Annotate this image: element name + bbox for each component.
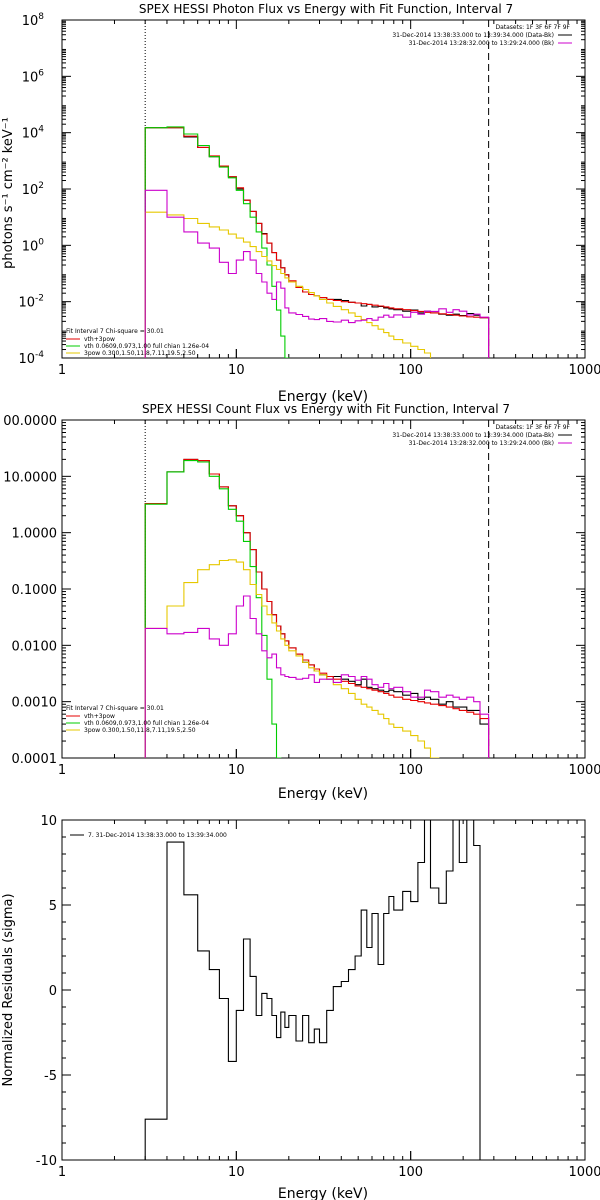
y-tick-label: 5 (49, 899, 57, 914)
x-tick-label: 1000 (568, 1165, 600, 1180)
fit-legend: Fit Interval 7 Chi-square = 30.01 vth+3p… (66, 705, 209, 734)
x-tick-label: 1000 (568, 763, 600, 778)
y-tick-label: 0.0010 (12, 696, 58, 711)
x-tick-label: 100 (398, 763, 423, 778)
residual-legend: 7. 31-Dec-2014 13:38:33.000 to 13:39:34.… (70, 832, 227, 839)
series-line (144, 458, 490, 758)
fit-line-3: 3pow 0.300,1.50,11.8,7.11,19.5,2.50 (84, 350, 196, 357)
fit-line-1: vth+3pow (84, 713, 115, 720)
series-line (144, 189, 490, 358)
fit-header: Fit Interval 7 Chi-square = 30.01 (66, 328, 164, 335)
x-tick-label: 1 (58, 1165, 66, 1180)
y-axis-label: photons s⁻¹ cm⁻² keV⁻¹ (1, 117, 16, 269)
series-line (144, 211, 432, 358)
x-tick-label: 1 (58, 363, 66, 378)
datasets-header: Datasets: 1F 3F 6F 7F 9F (495, 424, 570, 431)
x-tick-label: 10 (228, 1165, 245, 1180)
series-line (144, 460, 282, 758)
x-tick-label: 10 (228, 763, 245, 778)
fit-line-2: vth 0.0609,0.973,1.00 full chian 1.26e-0… (84, 343, 209, 350)
x-tick-label: 1000 (568, 363, 600, 378)
y-tick-label: 10-2 (18, 294, 44, 311)
y-tick-label: 102 (22, 181, 44, 198)
y-tick-label: 1.0000 (12, 527, 58, 542)
y-tick-label: 10 (40, 814, 57, 829)
datasets-legend: Datasets: 1F 3F 6F 7F 9F 31-Dec-2014 13:… (392, 24, 572, 47)
series-line (144, 127, 490, 358)
series-line (144, 127, 490, 358)
plot-area: 1 10 100 1000 -10 -5 0 5 10 (36, 814, 600, 1180)
x-tick-label: 100 (398, 363, 423, 378)
fit-header: Fit Interval 7 Chi-square = 30.01 (66, 705, 164, 712)
y-tick-label: -5 (44, 1069, 57, 1084)
datasets-line-2: 31-Dec-2014 13:28:32.000 to 13:29:24.000… (409, 440, 554, 447)
axes-frame (61, 819, 586, 1161)
y-tick-label: 0.0100 (12, 639, 58, 654)
photon-flux-chart: SPEX HESSI Photon Flux vs Energy with Fi… (1, 2, 600, 405)
y-tick-label: 10-4 (18, 350, 44, 367)
fit-line-3: 3pow 0.300,1.50,11.8,7.11,19.5,2.50 (84, 727, 196, 734)
fit-legend: Fit Interval 7 Chi-square = 30.01 vth+3p… (66, 328, 209, 357)
axes-frame (61, 19, 586, 359)
plot-area: 1 10 100 1000 10-4 10-2 100 102 104 106 108 (18, 12, 600, 378)
series-line (144, 559, 440, 758)
x-tick-label: 10 (228, 363, 245, 378)
y-tick-label: 106 (22, 68, 45, 85)
series-line (144, 595, 490, 758)
y-tick-label: 100 (22, 237, 45, 254)
y-tick-label: 10.0000 (3, 470, 57, 485)
residuals-chart: 1 10 100 1000 -10 -5 0 5 10 Normalized Residuals… (1, 814, 600, 1200)
fit-line-2: vth 0.0609,0.973,1.00 full chian 1.26e-0… (84, 720, 209, 727)
series-line (144, 126, 290, 358)
y-tick-label: 00.0000 (3, 414, 57, 429)
datasets-line-1: 31-Dec-2014 13:38:33.000 to 13:39:34.000… (392, 32, 554, 39)
chart-title: SPEX HESSI Count Flux vs Energy with Fit… (142, 402, 510, 416)
datasets-legend: Datasets: 1F 3F 6F 7F 9F 31-Dec-2014 13:… (392, 424, 572, 447)
chart-title: SPEX HESSI Photon Flux vs Energy with Fi… (139, 2, 513, 16)
datasets-header: Datasets: 1F 3F 6F 7F 9F (495, 24, 570, 31)
y-tick-label: 104 (22, 125, 45, 142)
residual-legend-label: 7. 31-Dec-2014 13:38:33.000 to 13:39:34.… (88, 832, 227, 839)
x-tick-label: 1 (58, 763, 66, 778)
x-axis-label: Energy (keV) (278, 786, 368, 800)
plot-area: 1 10 100 1000 0.0001 0.0010 0.0100 0.1000 1.0000… (3, 414, 600, 778)
y-tick-label: 0.0001 (12, 752, 58, 767)
fit-line-1: vth+3pow (84, 336, 115, 343)
count-flux-chart: SPEX HESSI Count Flux vs Energy with Fit… (3, 402, 600, 800)
x-axis-label: Energy (keV) (278, 1186, 368, 1200)
y-axis-label: Normalized Residuals (sigma) (1, 893, 16, 1086)
x-axis-label: Energy (keV) (278, 389, 368, 405)
y-tick-label: -10 (36, 1154, 57, 1169)
datasets-line-2: 31-Dec-2014 13:28:32.000 to 13:29:24.000… (409, 40, 554, 47)
series-line (144, 458, 490, 758)
datasets-line-1: 31-Dec-2014 13:38:33.000 to 13:39:34.000… (392, 432, 554, 439)
y-tick-label: 0.1000 (12, 583, 58, 598)
y-tick-label: 0 (49, 984, 57, 999)
x-tick-label: 100 (398, 1165, 423, 1180)
y-tick-label: 108 (22, 12, 45, 29)
series-line (144, 820, 481, 1160)
